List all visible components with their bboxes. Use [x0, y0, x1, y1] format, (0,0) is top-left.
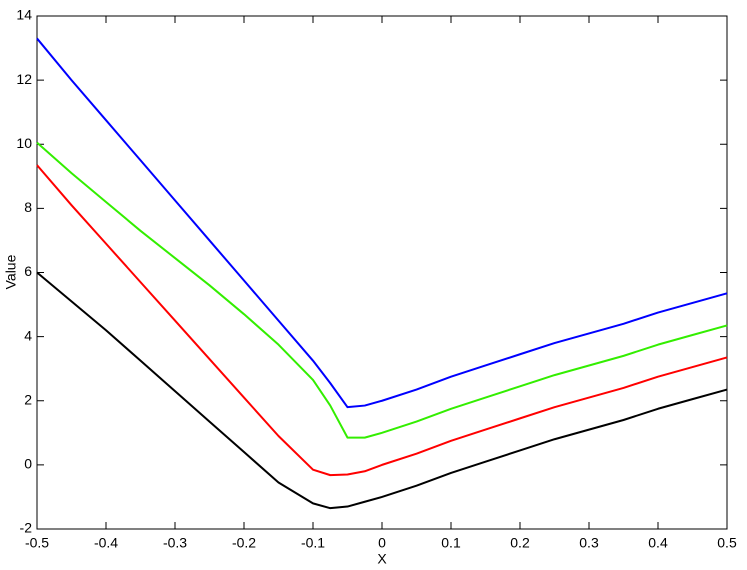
x-tick-label: 0.4 [648, 535, 668, 551]
line-series [36, 37, 728, 409]
x-tick-label: -0.5 [25, 535, 49, 551]
y-tick-label: 8 [24, 199, 32, 215]
x-tick-label: -0.3 [163, 535, 187, 551]
y-tick-label: 10 [16, 135, 32, 151]
x-tick-label: 0.2 [510, 535, 530, 551]
line-series [36, 141, 728, 439]
y-tick-label: 14 [16, 7, 32, 23]
x-tick-label: 0.3 [579, 535, 599, 551]
x-tick-label: -0.2 [232, 535, 256, 551]
y-tick-label: 12 [16, 71, 32, 87]
plot-frame [36, 15, 728, 530]
x-tick-label: -0.4 [94, 535, 118, 551]
y-tick-label: 0 [24, 456, 32, 472]
line-series [36, 271, 728, 510]
line-series [36, 164, 728, 477]
x-tick-label: -0.1 [301, 535, 325, 551]
y-tick-label: 2 [24, 391, 32, 407]
x-tick-label: 0 [378, 535, 386, 551]
y-tick-label: 4 [24, 327, 32, 343]
x-tick-label: 0.5 [717, 535, 737, 551]
x-tick-label: 0.1 [441, 535, 461, 551]
x-axis-label: X [377, 551, 387, 567]
y-tick-label: -2 [20, 520, 33, 536]
y-axis-label: Value [3, 254, 19, 289]
y-tick-label: 6 [24, 263, 32, 279]
